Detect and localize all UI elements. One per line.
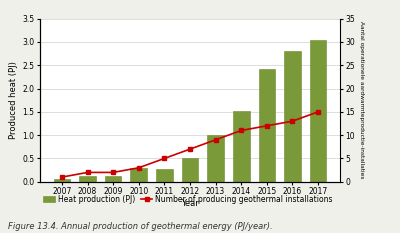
Bar xyxy=(156,169,173,182)
Bar xyxy=(79,176,96,182)
Bar xyxy=(105,176,122,182)
Bar xyxy=(182,158,198,182)
Legend: Heat production (PJ), Number of producing geothermal installations: Heat production (PJ), Number of producin… xyxy=(40,192,336,207)
Y-axis label: Aantal operationele aardwarmteproductie-installaties: Aantal operationele aardwarmteproductie-… xyxy=(359,21,364,179)
X-axis label: Year: Year xyxy=(181,199,199,208)
Text: Figure 13.4. Annual production of geothermal energy (PJ/year).: Figure 13.4. Annual production of geothe… xyxy=(8,222,273,231)
Bar xyxy=(54,179,70,182)
Bar xyxy=(130,168,147,182)
Y-axis label: Produced heat (PJ): Produced heat (PJ) xyxy=(9,61,18,139)
Bar xyxy=(207,135,224,182)
Bar xyxy=(258,69,275,182)
Bar xyxy=(310,40,326,182)
Bar xyxy=(284,51,301,182)
Bar xyxy=(233,111,250,182)
